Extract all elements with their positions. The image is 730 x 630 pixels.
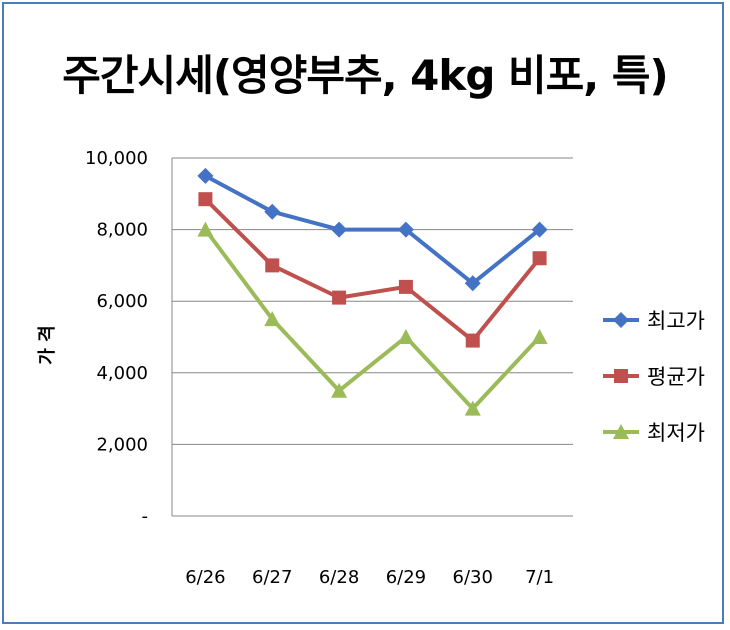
data-point (197, 167, 214, 184)
data-point (397, 329, 414, 344)
data-point (464, 400, 481, 416)
y-axis-title: 가 격 (37, 325, 58, 364)
data-point (264, 311, 281, 327)
x-tick-labels: 6/26 6/27 6/28 6/29 6/30 7/1 (185, 567, 554, 588)
series-3 (197, 221, 548, 416)
data-point (197, 221, 214, 237)
legend-label: 최저가 (647, 421, 705, 445)
legend-item-1: 최고가 (603, 309, 705, 333)
data-point (465, 333, 480, 348)
data-point (331, 221, 348, 238)
y-tick-label: 8,000 (96, 220, 148, 241)
series-lines (197, 167, 548, 416)
data-point (464, 275, 481, 292)
x-tick-label: 6/28 (319, 567, 359, 588)
data-point (398, 279, 413, 294)
y-tick-labels: - 2,000 4,000 6,000 8,000 10,000 (85, 148, 148, 527)
y-tick-label: 4,000 (96, 363, 148, 384)
x-tick-label: 6/27 (252, 567, 292, 588)
data-point (531, 329, 548, 344)
legend-label: 평균가 (647, 365, 705, 389)
data-point (531, 221, 548, 238)
data-point (397, 221, 414, 238)
legend-item-3: 최저가 (603, 421, 705, 445)
series-line (204, 197, 542, 343)
chart-title: 주간시세(영양부추, 4kg 비포, 특) (62, 51, 668, 100)
y-tick-label: - (142, 506, 149, 527)
series-line (203, 228, 542, 411)
data-point (532, 251, 547, 266)
data-point (198, 192, 213, 207)
series-line (204, 174, 541, 286)
x-tick-label: 6/29 (386, 567, 426, 588)
legend-label: 최고가 (647, 309, 705, 333)
axes (171, 158, 573, 517)
gridlines (172, 157, 573, 445)
data-point (331, 382, 348, 398)
y-tick-label: 2,000 (96, 434, 148, 455)
series-2 (198, 192, 547, 348)
legend-item-2: 평균가 (603, 365, 705, 389)
data-point (264, 203, 281, 220)
data-point (332, 290, 347, 305)
x-tick-label: 7/1 (525, 567, 554, 588)
series-1 (197, 167, 548, 292)
y-tick-label: 10,000 (85, 148, 148, 169)
legend-marker (614, 369, 628, 383)
legend-marker (613, 312, 629, 328)
chart-frame (2, 2, 724, 624)
data-point (265, 258, 280, 273)
x-tick-label: 6/30 (453, 567, 493, 588)
y-tick-label: 6,000 (96, 291, 148, 312)
legend-marker (613, 424, 629, 439)
x-tick-label: 6/26 (185, 567, 225, 588)
